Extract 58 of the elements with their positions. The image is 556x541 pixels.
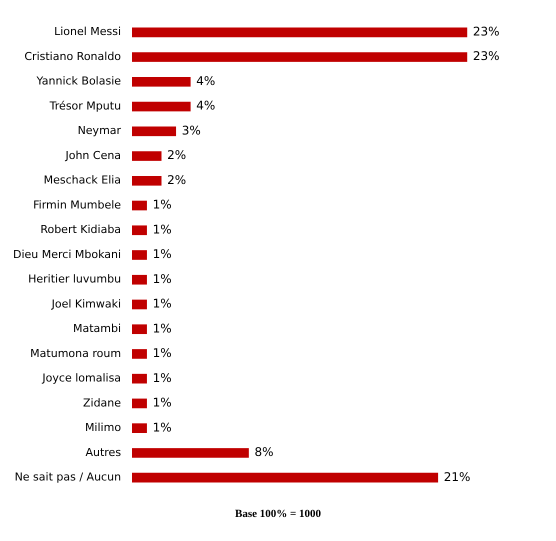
data-label: 21% <box>444 470 470 484</box>
y-tick-label: Robert Kidiaba <box>40 223 122 236</box>
y-tick-label: Matumona roum <box>30 346 122 360</box>
bar <box>132 126 176 136</box>
y-tick-label: Autres <box>85 446 122 459</box>
data-label: 1% <box>152 198 172 212</box>
y-tick-label: Ne sait pas / Aucun <box>14 470 122 484</box>
bar <box>132 28 468 38</box>
data-label: 23% <box>472 24 500 38</box>
y-tick-label: Joyce lomalisa <box>41 372 122 385</box>
bar <box>132 274 147 285</box>
data-label: 2% <box>167 148 186 162</box>
bar <box>132 200 147 210</box>
data-label: 4% <box>196 74 216 88</box>
bar <box>132 250 147 260</box>
data-label: 1% <box>152 346 172 360</box>
y-tick-label: Zidane <box>82 396 122 410</box>
y-tick-label: Firmin Mumbele <box>33 198 122 212</box>
data-label: 8% <box>254 445 274 460</box>
y-tick-label: Milimo <box>84 421 122 434</box>
bar <box>132 423 147 433</box>
y-tick-label: Neymar <box>78 124 122 138</box>
data-label: 1% <box>152 272 172 286</box>
y-tick-label: Dieu Merci Mbokani <box>12 248 122 261</box>
data-label: 1% <box>152 370 172 385</box>
bar <box>132 448 249 458</box>
y-tick-label: Cristiano Ronaldo <box>24 50 122 63</box>
bar <box>132 151 162 161</box>
data-label: 1% <box>152 296 172 311</box>
bar <box>132 52 468 62</box>
data-label: 2% <box>167 172 186 187</box>
bar <box>132 102 191 112</box>
data-label: 1% <box>152 222 172 236</box>
y-tick-label: Yannick Bolasie <box>36 74 122 88</box>
bar <box>132 324 147 334</box>
data-label: 1% <box>152 247 172 262</box>
data-label: 1% <box>152 420 172 434</box>
y-tick-label: Meschack Elia <box>44 174 122 187</box>
y-tick-label: Matambi <box>73 322 122 336</box>
y-tick-label: Heritier luvumbu <box>28 272 122 286</box>
bar <box>132 77 191 87</box>
data-label: 1% <box>152 321 172 336</box>
y-tick-label: John Cena <box>64 148 122 162</box>
y-tick-label: Trésor Mputu <box>48 99 122 112</box>
bar <box>132 349 147 359</box>
y-tick-label: Lionel Messi <box>54 25 122 38</box>
bar <box>132 374 147 384</box>
y-tick-label: Joel Kimwaki <box>50 297 122 310</box>
bar <box>132 472 438 482</box>
bar <box>132 176 162 186</box>
bar <box>132 398 147 408</box>
data-label: 3% <box>182 123 201 138</box>
data-label: 23% <box>472 49 500 64</box>
data-label: 1% <box>152 396 172 410</box>
text: Base 100% = 1000 <box>234 508 322 520</box>
data-label: 4% <box>196 98 216 113</box>
bar <box>132 225 147 236</box>
bar <box>132 300 147 310</box>
